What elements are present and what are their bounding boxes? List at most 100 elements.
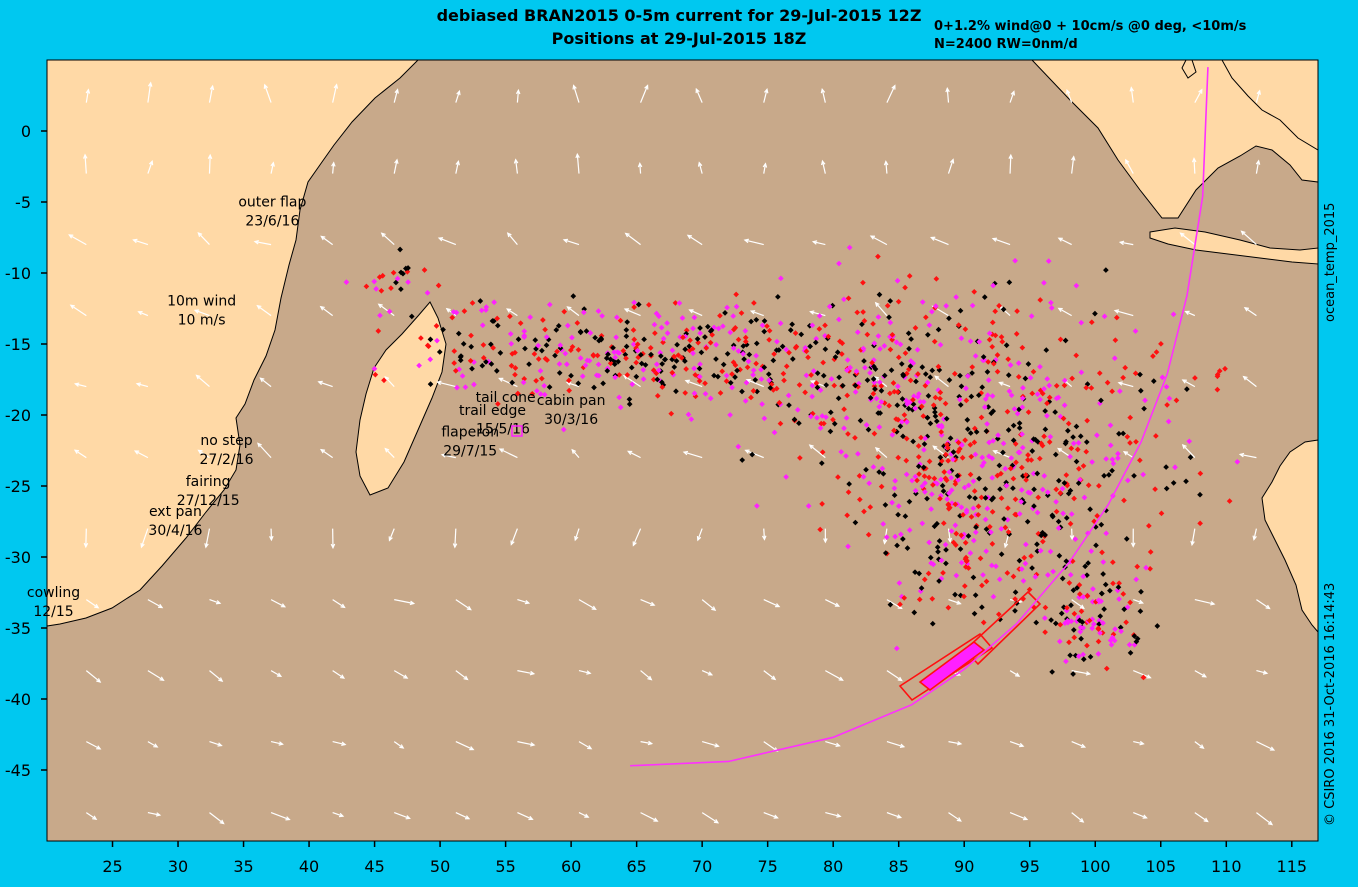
- drift-particle: [541, 382, 547, 389]
- drift-particle: [926, 539, 932, 546]
- drift-particle: [1184, 386, 1190, 392]
- drift-particle: [1048, 305, 1055, 311]
- drift-particle: [962, 539, 969, 546]
- wind-arrow-head: [891, 84, 896, 90]
- drift-particle: [612, 374, 618, 381]
- wind-arrow-shaft: [1243, 376, 1257, 388]
- wind-arrow-shaft: [1255, 90, 1261, 103]
- drift-particle: [961, 484, 968, 491]
- drift-particle: [972, 353, 979, 359]
- wind-arrow-head: [1199, 744, 1205, 749]
- wind-arrow-head: [285, 816, 291, 821]
- drift-particle: [911, 609, 918, 616]
- drift-particle: [1007, 465, 1014, 472]
- drift-particle: [1016, 420, 1023, 426]
- australia-landmass: [1261, 439, 1319, 634]
- drift-particle: [928, 560, 934, 566]
- drift-particle: [919, 483, 926, 490]
- drift-particle: [467, 357, 474, 364]
- drift-particle: [830, 416, 836, 423]
- wind-arrow-shaft: [1194, 670, 1207, 678]
- drift-particle: [690, 350, 696, 357]
- drift-particle: [794, 407, 801, 413]
- drift-particle: [1050, 568, 1056, 575]
- drift-particle: [1060, 510, 1066, 517]
- drift-particle: [1005, 505, 1011, 512]
- wind-arrow-head: [874, 446, 880, 452]
- drift-particle: [986, 336, 993, 343]
- drift-particle: [845, 543, 851, 550]
- drift-particle: [883, 534, 890, 541]
- wind-arrow-shaft: [689, 309, 703, 317]
- drift-particle: [981, 404, 988, 410]
- drift-particle: [990, 282, 996, 289]
- drift-particle: [673, 358, 680, 364]
- wind-arrow-shaft: [394, 812, 410, 820]
- drift-particle: [909, 477, 915, 484]
- drift-particle: [512, 365, 519, 371]
- drift-particle: [1163, 464, 1169, 470]
- drift-particle: [488, 361, 495, 367]
- drift-particle: [1010, 422, 1017, 429]
- drift-particle: [1138, 588, 1144, 595]
- drift-particle: [541, 391, 548, 398]
- drift-particle: [1090, 586, 1096, 592]
- wind-arrow-head: [1118, 240, 1125, 246]
- drift-particle: [843, 415, 850, 421]
- drift-particle: [641, 336, 647, 343]
- annotation-label: outer flap: [238, 194, 306, 210]
- drift-particle: [943, 477, 950, 484]
- wind-arrow-shaft: [1009, 670, 1020, 677]
- drift-particle: [696, 365, 703, 372]
- drift-particle: [786, 402, 792, 408]
- drift-particle: [898, 361, 905, 367]
- x-tick-label: 110: [1211, 857, 1242, 876]
- drift-particle: [817, 387, 824, 394]
- drift-particle: [1089, 625, 1095, 632]
- drift-particle: [958, 335, 965, 342]
- drift-particle: [809, 382, 816, 389]
- drift-particle: [1049, 669, 1055, 675]
- wind-arrow-shaft: [625, 232, 641, 246]
- drift-particle: [875, 333, 882, 339]
- drift-particle: [1120, 591, 1127, 597]
- drift-particle: [628, 364, 635, 371]
- drift-particle: [629, 381, 636, 388]
- wind-arrow-shaft: [870, 235, 888, 246]
- wind-arrow-shaft: [69, 234, 87, 246]
- drift-particle: [1097, 613, 1104, 619]
- wind-arrow-head: [684, 379, 690, 384]
- drift-particle: [1002, 465, 1009, 472]
- drift-particle: [926, 458, 933, 465]
- drift-particle: [1021, 554, 1028, 561]
- drift-particle: [927, 420, 934, 427]
- drift-particle: [1113, 314, 1120, 321]
- wind-arrow-shaft: [257, 442, 272, 459]
- drift-particle: [1075, 440, 1082, 446]
- drift-particle: [844, 367, 850, 374]
- drift-particle: [916, 596, 923, 603]
- drift-particle: [1019, 404, 1026, 411]
- drift-particle: [477, 298, 484, 304]
- drift-particle: [1126, 641, 1133, 648]
- drift-particle: [860, 309, 866, 315]
- drift-particle: [1031, 503, 1037, 509]
- drift-particle: [905, 405, 912, 412]
- wind-arrow-head: [137, 310, 143, 316]
- drift-particle: [1049, 513, 1056, 520]
- drift-particle: [371, 365, 378, 372]
- drift-particle: [1095, 638, 1102, 645]
- drift-particle: [1042, 408, 1048, 414]
- drift-particle: [990, 408, 997, 414]
- drift-particle: [817, 526, 823, 533]
- drift-particle: [593, 372, 600, 379]
- wind-arrow-shaft: [701, 670, 713, 676]
- drift-particle: [903, 457, 910, 464]
- drift-particle: [761, 415, 768, 422]
- drift-particle: [936, 578, 942, 584]
- drift-particle: [1183, 478, 1189, 485]
- wind-arrow-shaft: [393, 159, 398, 174]
- wind-arrow-head: [215, 600, 222, 605]
- drift-particle: [984, 421, 990, 427]
- wind-arrow-shaft: [1130, 87, 1134, 103]
